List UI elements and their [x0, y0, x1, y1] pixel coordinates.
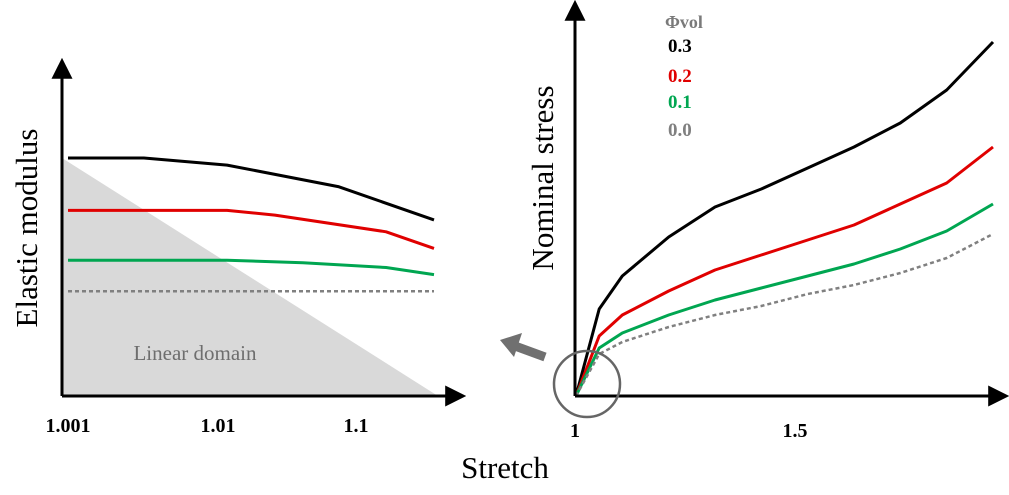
right-y-axis-label: Nominal stress	[525, 85, 560, 270]
right-chart: 1 1.5 Nominal stress Φvol 0.3 0.2 0.1 0.…	[500, 0, 1009, 442]
zoom-arrow	[500, 333, 547, 362]
legend-item-0.2: 0.2	[668, 66, 692, 87]
linear-domain-label: Linear domain	[133, 341, 257, 365]
right-series-group	[574, 40, 995, 397]
shared-x-axis-label: Stretch	[461, 450, 549, 485]
right-x-tick-1: 1	[570, 420, 580, 442]
right-series-line-0.3	[574, 40, 995, 397]
legend-item-0.3: 0.3	[668, 36, 692, 57]
right-series-line-0.1	[574, 202, 994, 397]
legend-item-0.0: 0.0	[668, 120, 692, 141]
left-series-line-0.3	[68, 156, 435, 222]
right-series-line-0.0	[574, 232, 994, 397]
left-x-tick-1.001: 1.001	[46, 415, 91, 437]
zoom-circle	[552, 349, 622, 419]
left-y-axis-label: Elastic modulus	[9, 129, 44, 328]
linear-domain-shade	[62, 158, 438, 396]
left-series-group	[68, 156, 435, 293]
left-x-tick-1.01: 1.01	[201, 415, 236, 437]
right-series-line-0.2	[574, 145, 994, 397]
left-x-tick-1.1: 1.1	[344, 415, 369, 437]
left-series-line-0.2	[68, 208, 435, 250]
legend-item-0.1: 0.1	[668, 92, 692, 113]
left-chart: Linear domain 1.001 1.01 1.1 Elastic mod…	[9, 57, 467, 437]
legend-title: Φvol	[665, 12, 703, 32]
right-x-tick-1.5: 1.5	[783, 420, 808, 442]
left-series-line-0.1	[68, 258, 435, 277]
